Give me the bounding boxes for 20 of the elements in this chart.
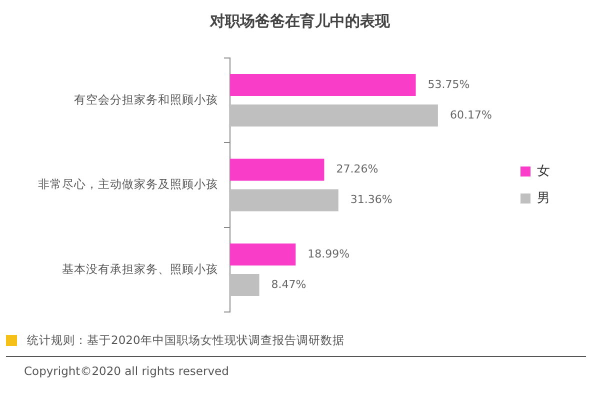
y-tick-label: 非常尽心，主动做家务及照顾小孩 [38, 177, 218, 192]
data-label: 31.36% [350, 193, 392, 206]
y-tick-label: 有空会分担家务和照顾小孩 [74, 92, 218, 106]
y-tick-label: 基本没有承担家务、照顾小孩 [62, 262, 218, 276]
legend-label: 男 [537, 190, 550, 206]
bar [230, 274, 260, 296]
data-label: 60.17% [450, 108, 492, 122]
data-label: 8.47% [271, 278, 306, 291]
data-label: 53.75% [428, 78, 470, 91]
bar [230, 74, 416, 96]
text: 统计规则：基于2020年中国职场女性现状调查报告调研数据 [27, 332, 344, 348]
legend-label: 女 [537, 163, 550, 178]
bar [230, 104, 438, 126]
data-label: 18.99% [308, 247, 350, 260]
bar [230, 158, 324, 181]
chart-title: 对职场爸爸在育儿中的表现 [208, 12, 391, 31]
bar [230, 189, 338, 212]
text: Copyright©2020 all rights reserved [24, 364, 229, 378]
data-label: 27.26% [336, 162, 378, 176]
bar [230, 244, 296, 266]
